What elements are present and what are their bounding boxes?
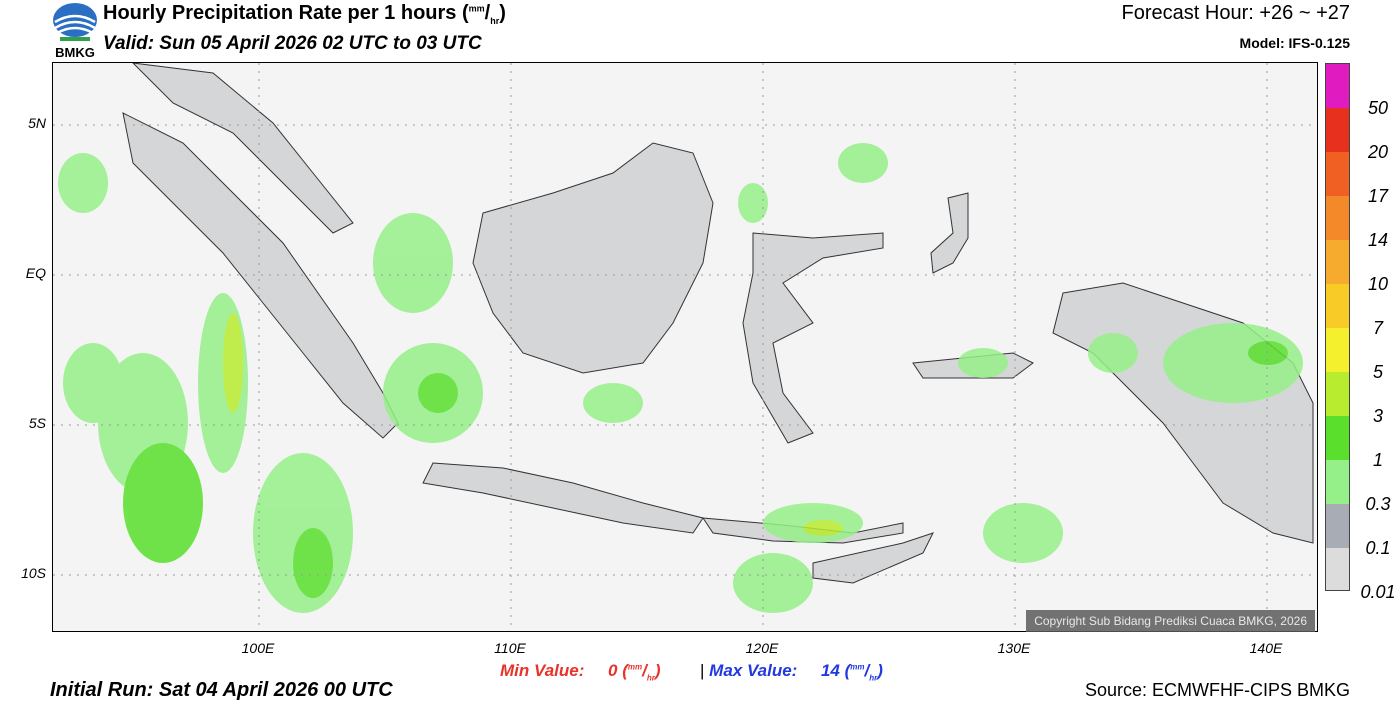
max-unit-den: hr	[869, 673, 878, 683]
legend-swatch	[1326, 64, 1349, 108]
timor-landmass	[812, 532, 934, 584]
legend-swatch	[1326, 240, 1349, 284]
legend-label: 0.3	[1365, 494, 1391, 514]
min-number: 0	[608, 661, 618, 680]
lon-label-110e: 110E	[494, 640, 526, 656]
legend-label: 14	[1367, 230, 1389, 250]
legend-swatch	[1326, 460, 1349, 504]
lon-label-140e: 140E	[1249, 640, 1283, 656]
forecast-hour: Forecast Hour: +26 ~ +27	[1121, 2, 1350, 24]
legend-label: 5	[1372, 362, 1383, 382]
legend-swatch	[1326, 504, 1349, 548]
peninsula-landmass	[132, 63, 354, 234]
color-legend	[1325, 63, 1350, 591]
sumatra-landmass	[122, 112, 399, 439]
lat-label-5s: 5S	[28, 415, 46, 431]
sulawesi-landmass	[742, 232, 884, 444]
legend-label: 20	[1367, 142, 1389, 162]
precip-cells	[58, 143, 1303, 613]
title-unit-den: hr	[490, 16, 500, 26]
lat-label-eq: EQ	[25, 265, 46, 281]
precipitation-map	[52, 62, 1318, 632]
legend-label: 0.01	[1360, 582, 1396, 602]
page-title: Hourly Precipitation Rate per 1 hours (m…	[103, 2, 506, 26]
legend-swatch	[1326, 416, 1349, 460]
max-number: 14	[820, 661, 840, 680]
halmahera-landmass	[930, 192, 969, 274]
legend-label: 7	[1372, 318, 1383, 338]
min-label: Min Value:	[500, 661, 585, 680]
borneo-landmass	[472, 142, 714, 374]
papua-landmass	[1052, 282, 1314, 544]
separator: |	[700, 661, 705, 680]
min-value: Min Value: 0 (mm/hr)	[500, 661, 661, 683]
lat-label-5n: 5N	[28, 115, 46, 131]
logo-text: BMKG	[55, 45, 95, 60]
legend-label: 50	[1367, 98, 1389, 118]
legend-swatch	[1326, 372, 1349, 416]
lon-label-100e: 100E	[241, 640, 275, 656]
legend-swatch	[1326, 548, 1349, 590]
legend-swatch	[1326, 196, 1349, 240]
data-source: Source: ECMWFHF-CIPS BMKG	[1084, 680, 1350, 700]
java-landmass	[422, 462, 704, 534]
copyright-notice: Copyright Sub Bidang Prediksi Cuaca BMKG…	[1026, 610, 1315, 632]
legend-label: 3	[1372, 406, 1383, 426]
lon-label-120e: 120E	[745, 640, 779, 656]
legend-swatch	[1326, 328, 1349, 372]
legend-label: 0.1	[1365, 538, 1391, 558]
bmkg-logo: BMKG	[52, 2, 98, 60]
legend-swatch	[1326, 108, 1349, 152]
legend-label: 1	[1372, 450, 1383, 470]
lat-label-10s: 10S	[21, 565, 46, 581]
min-unit-num: mm	[627, 662, 643, 672]
legend-swatch	[1326, 152, 1349, 196]
max-unit-num: mm	[850, 662, 865, 672]
max-label: Max Value:	[709, 661, 798, 680]
graticule	[53, 63, 1317, 631]
legend-swatch	[1326, 284, 1349, 328]
title-text: Hourly Precipitation Rate per 1 hours	[103, 2, 457, 24]
initial-run: Initial Run: Sat 04 April 2026 00 UTC	[50, 679, 393, 701]
valid-time: Valid: Sun 05 April 2026 02 UTC to 03 UT…	[103, 33, 482, 54]
title-unit-num: mm	[468, 3, 485, 14]
legend-label: 10	[1367, 274, 1389, 294]
min-unit-den: hr	[646, 673, 655, 683]
model-name: Model: IFS-0.125	[1239, 35, 1350, 51]
lon-label-130e: 130E	[997, 640, 1031, 656]
map-canvas	[53, 63, 1317, 631]
legend-label: 17	[1367, 186, 1389, 206]
max-value: | Max Value: 14 (mm/hr)	[700, 661, 883, 683]
